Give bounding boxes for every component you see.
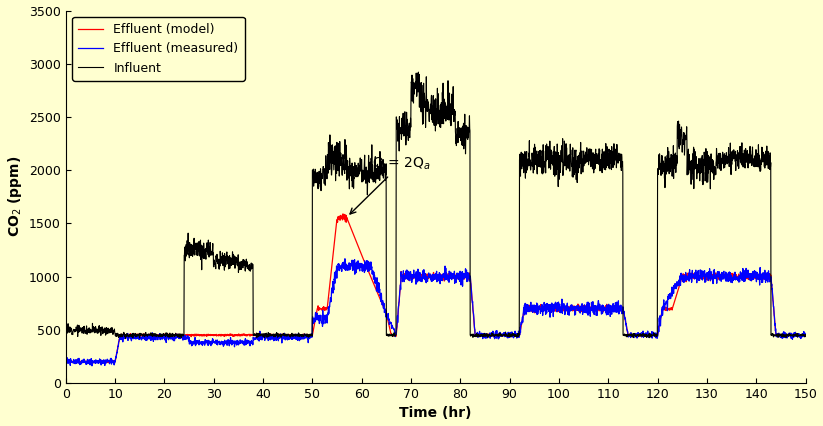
Effluent (measured) — [61, 360, 71, 365]
Effluent (measured) — [87, 363, 97, 368]
Effluent (model) — [338, 211, 348, 216]
Effluent (model) — [510, 333, 520, 338]
Effluent (model) — [801, 332, 811, 337]
Effluent (measured) — [768, 291, 778, 296]
Effluent (model) — [416, 275, 426, 280]
Influent — [413, 69, 423, 75]
Influent — [416, 107, 426, 112]
Influent — [356, 167, 365, 172]
Legend: Effluent (model), Effluent (measured), Influent: Effluent (model), Effluent (measured), I… — [72, 17, 244, 81]
X-axis label: Time (hr): Time (hr) — [399, 406, 472, 420]
Effluent (model) — [306, 332, 316, 337]
Line: Effluent (model): Effluent (model) — [66, 214, 806, 364]
Text: Q = 2Q$_a$: Q = 2Q$_a$ — [350, 156, 430, 214]
Influent — [801, 333, 811, 338]
Effluent (model) — [61, 359, 71, 364]
Line: Effluent (measured): Effluent (measured) — [66, 259, 806, 366]
Y-axis label: CO$_2$ (ppm): CO$_2$ (ppm) — [6, 156, 24, 237]
Effluent (measured) — [356, 265, 365, 270]
Effluent (model) — [768, 292, 778, 297]
Line: Influent: Influent — [66, 72, 806, 338]
Effluent (measured) — [510, 328, 520, 334]
Influent — [121, 336, 131, 341]
Effluent (measured) — [416, 276, 426, 281]
Effluent (measured) — [801, 334, 811, 339]
Effluent (measured) — [208, 339, 218, 344]
Effluent (model) — [356, 250, 365, 256]
Influent — [768, 332, 778, 337]
Influent — [61, 326, 71, 331]
Effluent (measured) — [306, 334, 316, 339]
Influent — [208, 264, 218, 269]
Effluent (model) — [85, 361, 95, 366]
Influent — [306, 332, 316, 337]
Effluent (measured) — [340, 256, 350, 261]
Influent — [510, 333, 520, 338]
Effluent (model) — [208, 333, 218, 338]
